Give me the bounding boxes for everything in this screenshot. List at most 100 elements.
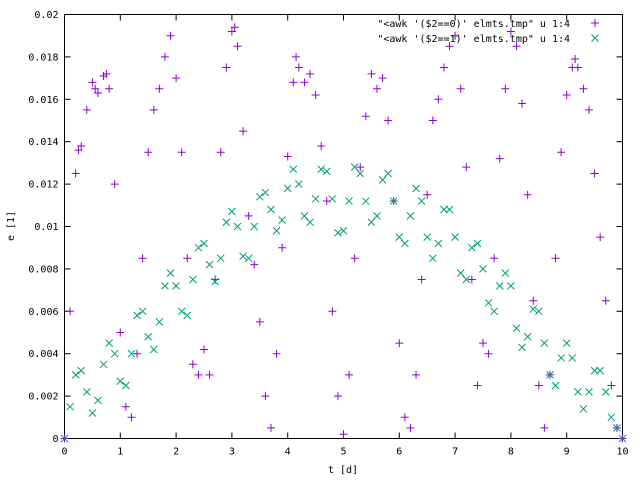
data-point — [60, 434, 69, 443]
x-tick-label: 9 — [564, 447, 570, 458]
data-point — [102, 69, 111, 78]
data-point — [529, 305, 538, 314]
data-point — [384, 169, 392, 178]
data-point — [311, 91, 320, 100]
data-point — [261, 188, 270, 197]
data-point — [66, 402, 74, 411]
data-point — [333, 392, 342, 401]
data-point — [261, 392, 270, 401]
data-point — [250, 260, 259, 269]
data-point — [495, 282, 504, 290]
data-point — [200, 345, 208, 354]
data-point — [91, 84, 100, 93]
data-point — [456, 84, 465, 93]
tick-labels: 0 1 2 3 4 5 6 7 8 9 10 0 0.002 0.004 0.006 0.008 0.01 0.0… — [28, 10, 628, 458]
data-point — [596, 233, 605, 242]
data-point — [607, 413, 616, 422]
ticks — [64, 14, 623, 439]
data-point — [507, 282, 515, 290]
data-point — [194, 370, 203, 379]
data-point — [428, 116, 437, 125]
data-point — [356, 163, 365, 172]
data-point — [222, 218, 231, 227]
data-point — [300, 78, 309, 87]
data-point — [479, 339, 487, 348]
data-point — [121, 402, 130, 411]
data-point — [473, 239, 482, 248]
data-point — [339, 430, 348, 439]
data-points — [60, 23, 627, 443]
data-point — [557, 354, 565, 362]
data-point — [562, 339, 571, 347]
series-2 — [60, 163, 627, 443]
data-point — [540, 423, 549, 432]
data-point — [278, 216, 286, 224]
data-point — [294, 63, 303, 72]
data-point — [395, 339, 404, 348]
data-point — [144, 148, 153, 157]
data-point — [618, 434, 627, 443]
data-point — [255, 317, 264, 326]
data-point — [127, 413, 136, 422]
data-point — [428, 254, 437, 263]
data-point — [372, 84, 381, 93]
data-point — [94, 396, 102, 405]
data-point — [534, 381, 543, 390]
y-tick-label: 0.004 — [28, 349, 58, 360]
data-point — [283, 152, 292, 161]
data-point — [71, 371, 80, 379]
data-point — [160, 52, 169, 61]
data-point — [244, 254, 253, 263]
x-axis-label: t [d] — [328, 465, 358, 476]
data-point — [328, 195, 337, 203]
data-point — [188, 275, 197, 284]
data-point — [445, 42, 454, 51]
data-point — [289, 165, 298, 174]
y-tick-label: 0.016 — [28, 95, 58, 106]
y-axis-label: e [1] — [6, 211, 17, 241]
data-point — [523, 332, 532, 341]
data-point — [194, 243, 203, 252]
x-tick-label: 3 — [229, 447, 235, 458]
data-point — [200, 239, 208, 248]
data-point — [239, 252, 247, 261]
data-point — [373, 212, 381, 220]
data-point — [400, 413, 409, 422]
y-tick-label: 0.014 — [28, 137, 58, 148]
data-point — [607, 381, 616, 390]
data-point — [205, 260, 214, 269]
y-tick-label: 0.002 — [28, 392, 58, 403]
data-point — [216, 148, 225, 157]
x-tick-label: 1 — [117, 447, 123, 458]
data-point — [239, 127, 248, 136]
data-point — [82, 388, 91, 396]
data-point — [467, 243, 476, 252]
y-tick-label: 0.012 — [28, 180, 58, 191]
data-point — [272, 226, 281, 235]
x-tick-label: 10 — [616, 447, 628, 458]
data-point — [571, 55, 580, 64]
data-point — [378, 74, 387, 83]
data-point — [467, 275, 476, 284]
data-point — [361, 197, 370, 205]
data-point — [250, 222, 259, 231]
data-point — [534, 307, 543, 316]
data-point — [557, 148, 566, 157]
data-point — [317, 141, 326, 150]
data-point — [361, 112, 370, 121]
data-point — [395, 233, 404, 241]
y-tick-label: 0.006 — [28, 307, 58, 318]
data-point — [300, 212, 309, 220]
data-point — [439, 63, 448, 72]
data-point — [613, 424, 621, 432]
legend-label-series-1: "<awk '($2==0)' elmts.tmp" u 1:4 — [377, 19, 570, 30]
data-point — [172, 282, 180, 290]
data-point — [551, 381, 560, 390]
data-point — [406, 212, 415, 220]
data-point — [462, 163, 471, 172]
data-point — [384, 116, 393, 125]
data-point — [451, 233, 459, 241]
x-tick-label: 8 — [508, 447, 514, 458]
data-point — [149, 105, 158, 114]
legend-marker-series-2 — [591, 34, 599, 42]
